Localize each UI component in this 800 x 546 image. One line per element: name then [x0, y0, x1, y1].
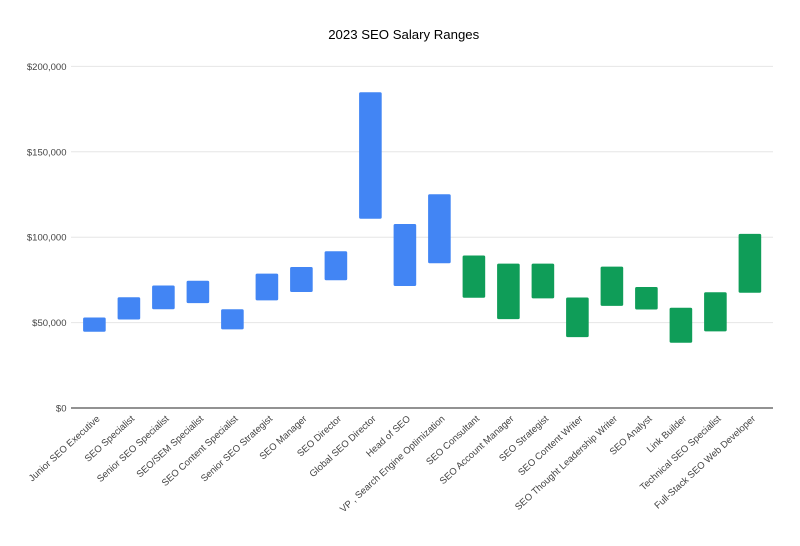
svg-text:$150,000: $150,000: [27, 147, 67, 158]
svg-text:$100,000: $100,000: [27, 233, 67, 244]
svg-text:$200,000: $200,000: [27, 62, 67, 73]
svg-text:$0: $0: [56, 404, 67, 415]
svg-text:$50,000: $50,000: [32, 318, 66, 329]
svg-text:2023 SEO Salary Ranges: 2023 SEO Salary Ranges: [328, 27, 479, 42]
